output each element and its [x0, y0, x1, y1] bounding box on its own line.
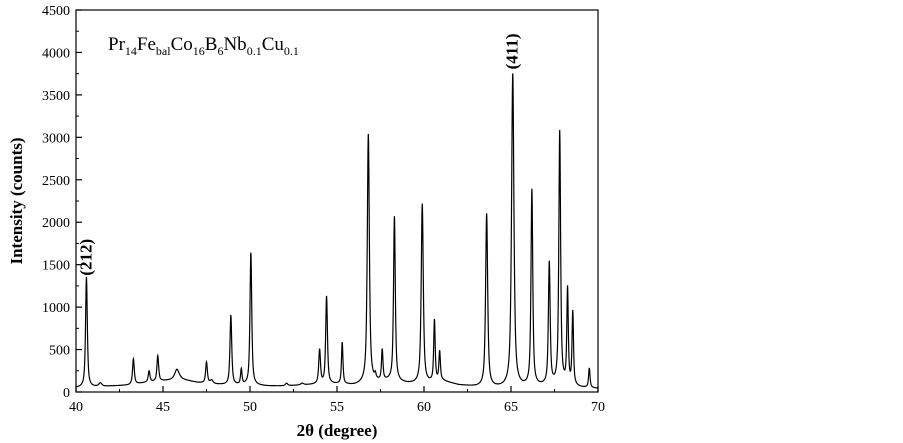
y-tick-label: 4500 — [42, 4, 70, 19]
x-axis: 40 45 50 55 60 65 70 — [69, 386, 605, 415]
y-tick-label: 0 — [63, 386, 70, 401]
y-tick-label: 1000 — [42, 301, 70, 316]
xrd-pattern-line — [75, 73, 599, 389]
peak-annotations: (212) (411) — [76, 33, 521, 275]
x-tick-label: 65 — [504, 400, 518, 415]
x-tick-label: 55 — [330, 400, 344, 415]
x-tick-label: 70 — [591, 400, 605, 415]
formula-element: Pr — [108, 34, 126, 55]
formula-subscript: 14 — [125, 44, 137, 58]
x-tick-label: 45 — [156, 400, 170, 415]
peak-annotation: (212) — [76, 239, 95, 276]
formula-subscript: 0.1 — [247, 44, 262, 58]
formula-element: B — [205, 34, 218, 55]
x-tick-label: 50 — [243, 400, 257, 415]
y-tick-label: 3500 — [42, 89, 70, 104]
formula-subscript: 6 — [217, 44, 223, 58]
y-tick-label: 2500 — [42, 174, 70, 189]
y-tick-label: 500 — [49, 344, 70, 359]
y-tick-label: 3000 — [42, 131, 70, 146]
y-tick-label: 2000 — [42, 216, 70, 231]
y-tick-label: 4000 — [42, 46, 70, 61]
x-tick-label: 60 — [417, 400, 431, 415]
formula-element: Fe — [137, 34, 156, 55]
x-axis-title: 2θ (degree) — [297, 421, 378, 440]
formula-element: Co — [171, 34, 193, 55]
y-tick-label: 1500 — [42, 259, 70, 274]
formula-element: Nb — [223, 34, 246, 55]
x-tick-label: 40 — [69, 400, 83, 415]
y-axis: 0 500 1000 1500 2000 2500 3000 3500 4000 4500 — [42, 4, 82, 401]
peak-annotation: (411) — [503, 33, 522, 69]
formula-subscript: 16 — [193, 44, 205, 58]
formula-element: Cu — [262, 34, 285, 55]
formula-subscript: bal — [156, 44, 171, 58]
formula-subscript: 0.1 — [284, 44, 299, 58]
y-axis-title: Intensity (counts) — [7, 137, 26, 264]
sample-formula-label: Pr14FebalCo16B6Nb0.1Cu0.1 — [108, 34, 299, 58]
